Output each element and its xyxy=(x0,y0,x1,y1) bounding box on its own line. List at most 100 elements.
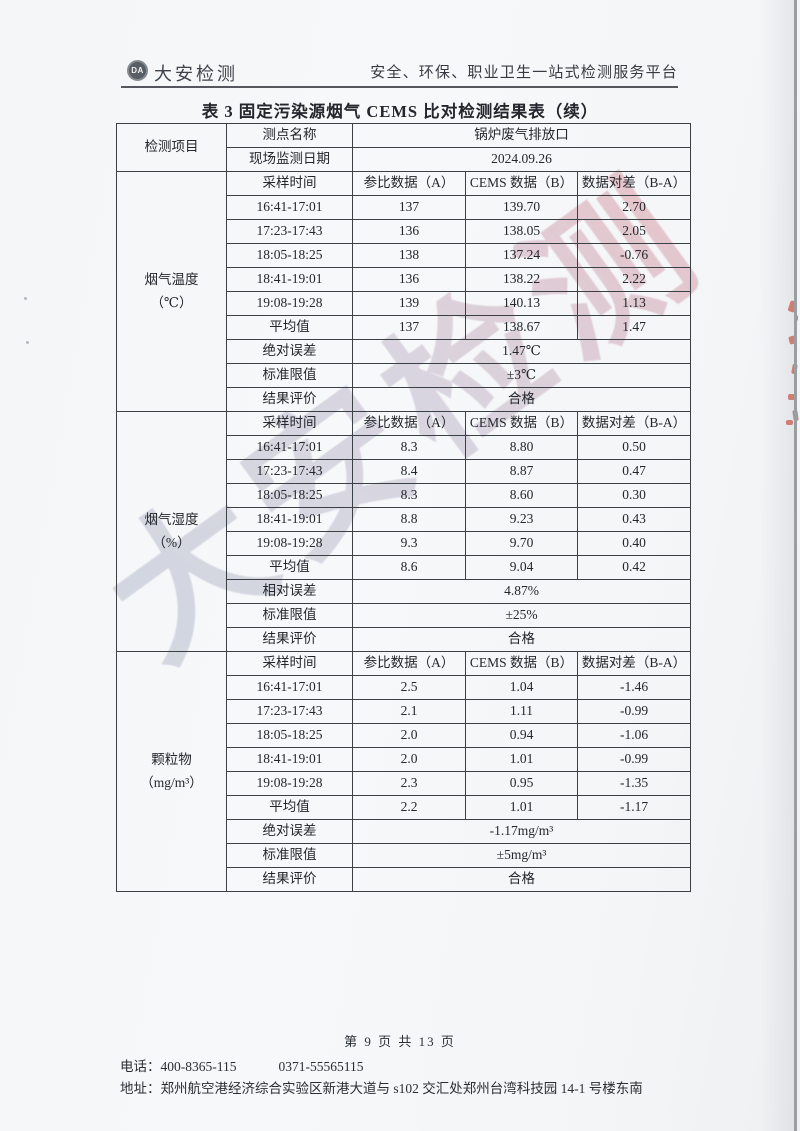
summary-value: 合格 xyxy=(351,387,692,412)
summary-value: ±5mg/m³ xyxy=(351,843,692,868)
row-time: 19:08-19:28 xyxy=(226,531,353,556)
row-value: 1.13 xyxy=(576,291,692,316)
summary-value: 合格 xyxy=(351,627,692,652)
company-name: 大安检测 xyxy=(154,64,238,84)
row-value: -0.99 xyxy=(576,747,692,772)
row-value: 140.13 xyxy=(465,291,578,316)
row-value: 0.42 xyxy=(576,555,692,580)
dust-speck xyxy=(26,341,29,344)
red-ink-mark xyxy=(786,420,793,425)
row-value: -1.17 xyxy=(576,795,692,820)
row-value: -0.76 xyxy=(576,243,692,268)
column-header: CEMS 数据（B） xyxy=(465,651,578,676)
row-time: 16:41-17:01 xyxy=(226,195,353,220)
dust-speck xyxy=(24,297,27,300)
summary-value: ±25% xyxy=(351,603,692,628)
red-ink-mark xyxy=(788,394,796,400)
row-value: 139 xyxy=(352,291,466,316)
header-tagline: 安全、环保、职业卫生一站式检测服务平台 xyxy=(370,65,678,81)
parameter-name: 烟气湿度 xyxy=(144,511,199,527)
row-value: 0.30 xyxy=(576,483,692,508)
row-value: 1.01 xyxy=(465,795,578,820)
row-value: 138.05 xyxy=(465,219,578,244)
row-value: 2.70 xyxy=(576,195,692,220)
row-time: 16:41-17:01 xyxy=(226,435,353,460)
summary-value: 4.87% xyxy=(351,579,692,604)
column-header: CEMS 数据（B） xyxy=(465,171,578,196)
row-value: 9.70 xyxy=(465,531,578,556)
summary-label: 绝对误差 xyxy=(226,339,353,364)
row-value: 136 xyxy=(352,219,466,244)
row-time: 18:41-19:01 xyxy=(226,747,353,772)
page-number: 第 9 页 共 13 页 xyxy=(344,1034,456,1049)
summary-value: 1.47℃ xyxy=(351,339,692,364)
summary-label: 相对误差 xyxy=(226,579,353,604)
row-time: 17:23-17:43 xyxy=(226,699,353,724)
info-value: 2024.09.26 xyxy=(351,147,692,172)
summary-label: 结果评价 xyxy=(226,387,353,412)
row-value: 0.40 xyxy=(576,531,692,556)
summary-label: 标准限值 xyxy=(226,843,353,868)
row-value: 0.50 xyxy=(576,435,692,460)
row-time: 17:23-17:43 xyxy=(226,219,353,244)
row-value: -0.99 xyxy=(576,699,692,724)
parameter-unit: （℃） xyxy=(150,294,193,310)
parameter-unit: （mg/m³） xyxy=(140,774,203,790)
summary-value: -1.17mg/m³ xyxy=(351,819,692,844)
summary-label: 绝对误差 xyxy=(226,819,353,844)
row-value: 137 xyxy=(352,315,466,340)
row-time: 17:23-17:43 xyxy=(226,459,353,484)
row-value: 0.95 xyxy=(465,771,578,796)
summary-label: 结果评价 xyxy=(226,627,353,652)
phone-2: 0371-55565115 xyxy=(278,1059,364,1074)
column-header: 采样时间 xyxy=(226,651,353,676)
row-value: 1.11 xyxy=(465,699,578,724)
row-value: 2.05 xyxy=(576,219,692,244)
summary-label: 标准限值 xyxy=(226,363,353,388)
row-value: 138 xyxy=(352,243,466,268)
row-time: 平均值 xyxy=(226,555,353,580)
row-value: 8.3 xyxy=(352,483,466,508)
parameter-header: 颗粒物 （mg/m³） xyxy=(116,651,227,892)
parameter-name: 烟气温度 xyxy=(144,271,199,287)
row-time: 平均值 xyxy=(226,795,353,820)
row-time: 19:08-19:28 xyxy=(226,291,353,316)
column-header: 采样时间 xyxy=(226,171,353,196)
row-time: 18:41-19:01 xyxy=(226,267,353,292)
column-header: 参比数据（A） xyxy=(352,651,466,676)
row-value: 139.70 xyxy=(465,195,578,220)
address-line: 地址：郑州航空港经济综合实验区新港大道与 s102 交汇处郑州台湾科技园 14-… xyxy=(120,1081,643,1096)
row-value: 9.23 xyxy=(465,507,578,532)
row-time: 19:08-19:28 xyxy=(226,771,353,796)
row-time: 16:41-17:01 xyxy=(226,675,353,700)
phone-1: 400-8365-115 xyxy=(160,1059,237,1074)
row-value: 0.94 xyxy=(465,723,578,748)
row-value: 2.1 xyxy=(352,699,466,724)
row-value: 2.5 xyxy=(352,675,466,700)
row-time: 平均值 xyxy=(226,315,353,340)
row-value: 9.3 xyxy=(352,531,466,556)
column-header: 采样时间 xyxy=(226,411,353,436)
row-value: 8.6 xyxy=(352,555,466,580)
column-header: 数据对差（B-A） xyxy=(576,651,692,676)
header-divider xyxy=(121,86,678,88)
info-label: 现场监测日期 xyxy=(226,147,353,172)
row-value: 1.04 xyxy=(465,675,578,700)
row-value: 8.8 xyxy=(352,507,466,532)
row-value: 138.22 xyxy=(465,267,578,292)
row-value: -1.46 xyxy=(576,675,692,700)
results-table: 检测项目 测点名称 锅炉废气排放口 现场监测日期 2024.09.26 烟气温度 （℃） 采样… xyxy=(116,123,692,892)
summary-value: 合格 xyxy=(351,867,692,892)
row-value: -1.35 xyxy=(576,771,692,796)
row-value: 8.80 xyxy=(465,435,578,460)
summary-label: 结果评价 xyxy=(226,867,353,892)
scan-edge-shadow xyxy=(760,0,794,1131)
row-value: 136 xyxy=(352,267,466,292)
company-logo-icon: DA xyxy=(127,60,148,81)
row-value: 8.3 xyxy=(352,435,466,460)
column-header: 参比数据（A） xyxy=(352,171,466,196)
row-value: 8.4 xyxy=(352,459,466,484)
phone-label: 电话： xyxy=(120,1059,161,1074)
row-value: 2.22 xyxy=(576,267,692,292)
